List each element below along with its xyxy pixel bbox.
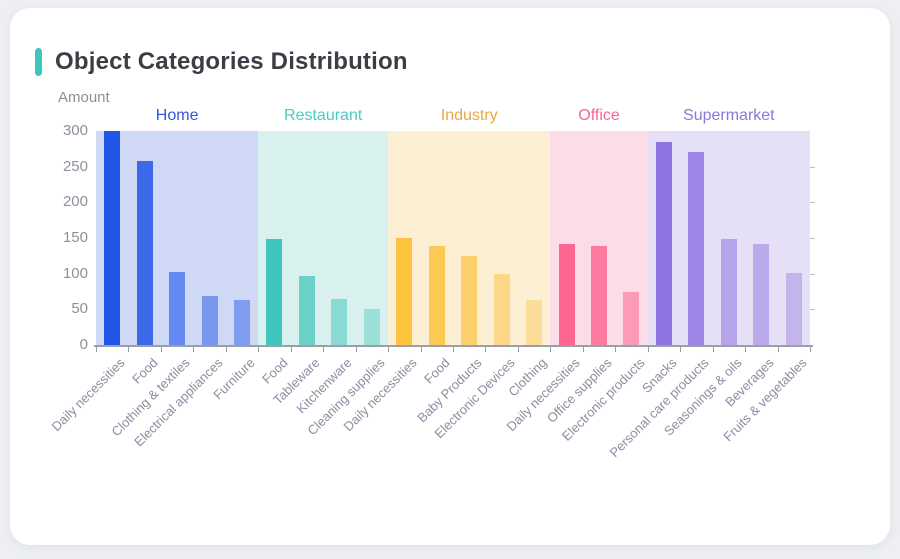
bar-slot <box>648 131 680 345</box>
x-axis-tick <box>420 347 422 352</box>
bar-slot <box>453 131 485 345</box>
bar-home-daily-necessities[interactable] <box>104 131 121 345</box>
bar-restaurant-kitchenware[interactable] <box>331 299 348 345</box>
x-axis-tick <box>96 347 97 352</box>
bar-supermarket-snacks[interactable] <box>655 142 672 345</box>
bar-slot <box>193 131 225 345</box>
chart-title: Object Categories Distribution <box>55 48 408 75</box>
bar-slot <box>518 131 550 345</box>
bar-slot <box>291 131 323 345</box>
bar-slot <box>583 131 615 345</box>
bar-office-office-supplies[interactable] <box>591 245 608 345</box>
x-axis-tick <box>582 347 584 352</box>
bar-slot <box>323 131 355 345</box>
title-accent-bar <box>35 48 42 76</box>
bar-supermarket-beverages[interactable] <box>753 244 770 345</box>
title-row: Object Categories Distribution <box>35 48 408 76</box>
x-axis-tick <box>745 347 747 352</box>
x-axis-tick <box>485 347 487 352</box>
bar-restaurant-cleaning-supplies[interactable] <box>363 309 380 345</box>
bar-industry-clothing[interactable] <box>526 300 543 345</box>
y-tick-label-100: 100 <box>62 264 88 282</box>
bar-slot <box>226 131 258 345</box>
bar-slot <box>421 131 453 345</box>
x-axis-tick <box>388 347 390 352</box>
x-axis-line <box>94 345 813 347</box>
bar-home-furniture[interactable] <box>234 300 251 345</box>
x-axis-tick <box>290 347 292 352</box>
bar-home-clothing-textiles[interactable] <box>169 271 186 345</box>
right-axis-tick <box>810 238 815 239</box>
band-home <box>96 131 259 345</box>
bar-industry-daily-necessities[interactable] <box>396 238 413 345</box>
band-restaurant <box>258 131 389 345</box>
bar-slot <box>356 131 388 345</box>
bar-slot <box>550 131 582 345</box>
x-axis-tick <box>225 347 227 352</box>
y-tick-label-150: 150 <box>62 229 88 246</box>
bar-office-daily-necessities[interactable] <box>558 243 575 345</box>
x-axis-tick <box>550 347 552 352</box>
y-tick-label-200: 200 <box>62 193 88 211</box>
x-axis-tick <box>453 347 454 352</box>
bar-supermarket-fruits-vegetables[interactable] <box>785 273 802 345</box>
group-labels-row: Home Restaurant Industry Office Supermarket <box>96 106 810 126</box>
bar-restaurant-food[interactable] <box>266 238 283 345</box>
bar-office-electronic-products[interactable] <box>623 291 640 345</box>
bar-slot <box>680 131 712 345</box>
bar-home-electrical-appliances[interactable] <box>201 295 218 345</box>
band-supermarket <box>647 131 810 345</box>
x-axis-tick <box>160 347 162 352</box>
x-axis-tick <box>258 347 260 352</box>
y-tick-label-0: 0 <box>79 336 88 353</box>
x-axis-tick <box>712 347 714 352</box>
bar-slot <box>161 131 193 345</box>
bar-supermarket-seasonings-oils[interactable] <box>720 239 737 345</box>
y-tick-label-300: 300 <box>62 122 88 139</box>
bar-slot <box>713 131 745 345</box>
bands-container <box>96 131 810 345</box>
x-axis-tick <box>517 347 519 352</box>
x-axis-tick <box>323 347 325 352</box>
legend-label-supermarket[interactable]: Supermarket <box>683 107 775 124</box>
legend-label-restaurant[interactable]: Restaurant <box>284 107 363 124</box>
x-axis-tick <box>680 347 682 352</box>
x-axis-tick <box>128 347 130 352</box>
y-tick-label-50: 50 <box>71 300 88 318</box>
bar-industry-electronic-devices[interactable] <box>493 274 510 345</box>
x-axis-tick <box>615 347 617 352</box>
right-axis-tick <box>810 202 815 204</box>
legend-label-industry[interactable]: Industry <box>440 107 498 124</box>
band-industry <box>388 131 551 345</box>
x-axis-tick <box>647 347 649 352</box>
y-tick-label-250: 250 <box>62 157 88 175</box>
x-axis-tick <box>777 347 779 352</box>
bar-slot <box>745 131 777 345</box>
right-axis-tick <box>810 309 815 311</box>
bar-slot <box>615 131 647 345</box>
bar-industry-baby-products[interactable] <box>461 255 478 345</box>
y-axis-name: Amount <box>58 89 110 106</box>
x-axis-tick <box>355 347 357 352</box>
bar-slot <box>388 131 420 345</box>
x-axis-tick <box>810 347 811 352</box>
right-axis-tick <box>810 273 815 275</box>
bar-slot <box>778 131 810 345</box>
x-axis-tick <box>193 347 195 352</box>
bar-slot <box>128 131 160 345</box>
bar-home-food[interactable] <box>136 161 153 345</box>
legend-label-home[interactable]: Home <box>155 107 199 124</box>
bar-industry-food[interactable] <box>428 245 445 345</box>
bar-restaurant-tableware[interactable] <box>298 275 315 345</box>
bar-slot <box>96 131 128 345</box>
band-office <box>550 131 648 345</box>
right-axis-tick <box>810 166 815 168</box>
bar-supermarket-personal-care-products[interactable] <box>688 151 705 345</box>
bar-slot <box>258 131 290 345</box>
legend-label-office[interactable]: Office <box>578 107 620 124</box>
bar-slot <box>485 131 517 345</box>
